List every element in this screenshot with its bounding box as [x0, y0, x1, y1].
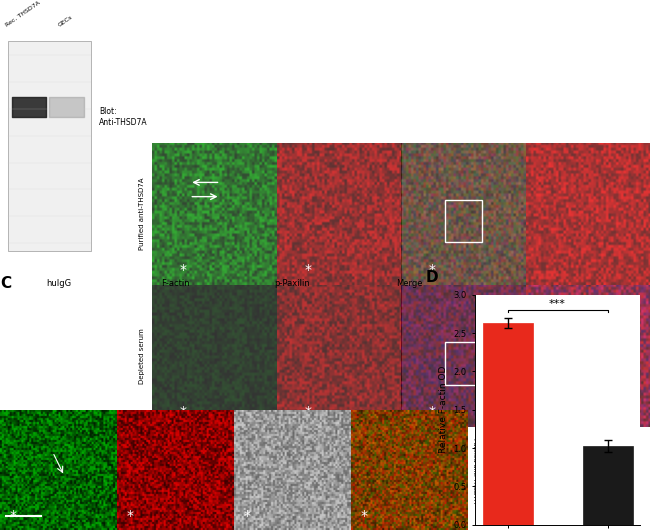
Text: C: C	[0, 276, 11, 291]
Bar	[582, 446, 632, 525]
Text: Purified anti-THSD7A: Purified anti-THSD7A	[139, 178, 145, 250]
Text: *: *	[304, 262, 311, 277]
Text: p-Paxilin: p-Paxilin	[274, 279, 311, 288]
Text: Merge: Merge	[396, 279, 422, 288]
Text: F-actin: F-actin	[161, 279, 190, 288]
Text: *: *	[179, 262, 187, 277]
Text: Depleted serum: Depleted serum	[139, 329, 145, 384]
Text: Purified anti-THSD7A: Purified anti-THSD7A	[472, 437, 477, 502]
Text: *: *	[360, 509, 367, 524]
Text: GECs: GECs	[57, 14, 73, 28]
FancyBboxPatch shape	[8, 41, 91, 251]
Text: B: B	[152, 0, 164, 1]
Text: *: *	[304, 405, 311, 419]
Bar	[445, 342, 482, 385]
Bar	[482, 323, 532, 525]
Text: *: *	[179, 405, 187, 419]
Text: Rec. THSD7A: Rec. THSD7A	[5, 0, 41, 28]
Y-axis label: Relative F-actin OD: Relative F-actin OD	[439, 366, 448, 453]
Bar	[445, 199, 482, 242]
Text: D: D	[426, 270, 438, 286]
Text: ***: ***	[549, 298, 566, 308]
Text: *: *	[9, 509, 16, 524]
Text: *: *	[428, 405, 436, 419]
Text: *: *	[243, 509, 250, 524]
Text: huIgG: huIgG	[46, 279, 71, 288]
Text: *: *	[126, 509, 133, 524]
Text: Blot:
Anti-THSD7A: Blot: Anti-THSD7A	[99, 107, 148, 127]
Text: *: *	[428, 262, 436, 277]
